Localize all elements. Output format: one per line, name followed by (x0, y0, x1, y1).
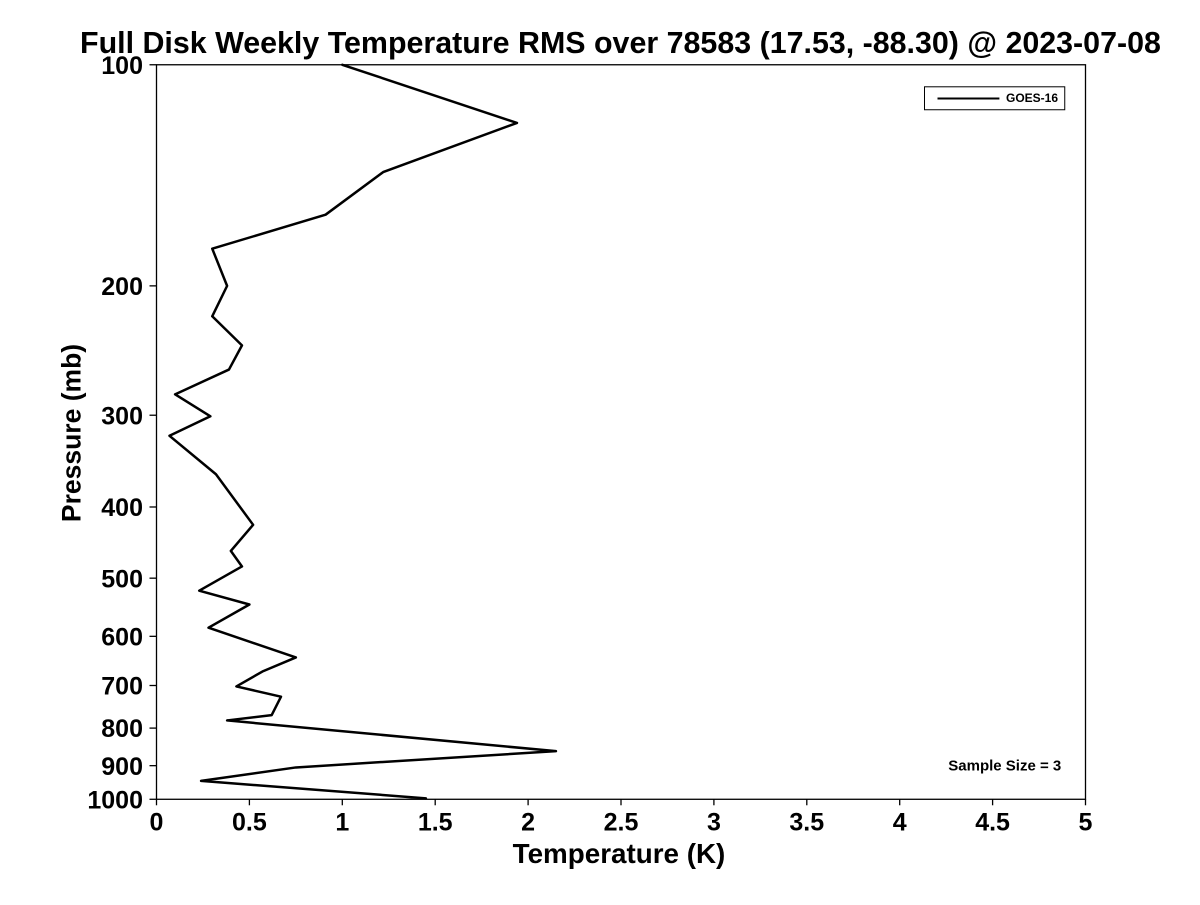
svg-text:700: 700 (101, 673, 143, 701)
svg-text:GOES-16: GOES-16 (1006, 91, 1058, 105)
svg-text:1: 1 (335, 809, 349, 837)
svg-text:500: 500 (101, 565, 143, 593)
svg-text:900: 900 (101, 753, 143, 781)
svg-text:4: 4 (893, 809, 907, 837)
svg-text:0: 0 (150, 809, 164, 837)
svg-text:Pressure (mb): Pressure (mb) (57, 344, 87, 522)
svg-text:Temperature (K): Temperature (K) (513, 838, 726, 869)
svg-text:Full Disk Weekly Temperature R: Full Disk Weekly Temperature RMS over 78… (80, 26, 1161, 60)
svg-text:600: 600 (101, 623, 143, 651)
svg-text:300: 300 (101, 402, 143, 430)
svg-text:Sample Size = 3: Sample Size = 3 (948, 758, 1061, 775)
svg-text:3.5: 3.5 (789, 809, 824, 837)
svg-text:4.5: 4.5 (975, 809, 1010, 837)
svg-text:3: 3 (707, 809, 721, 837)
svg-text:200: 200 (101, 273, 143, 301)
svg-text:2.5: 2.5 (604, 809, 639, 837)
svg-text:1.5: 1.5 (418, 809, 453, 837)
svg-text:100: 100 (101, 52, 143, 80)
svg-text:1000: 1000 (87, 786, 143, 814)
svg-text:400: 400 (101, 494, 143, 522)
svg-text:5: 5 (1079, 809, 1093, 837)
svg-text:800: 800 (101, 715, 143, 743)
svg-text:0.5: 0.5 (232, 809, 267, 837)
svg-text:2: 2 (521, 809, 535, 837)
